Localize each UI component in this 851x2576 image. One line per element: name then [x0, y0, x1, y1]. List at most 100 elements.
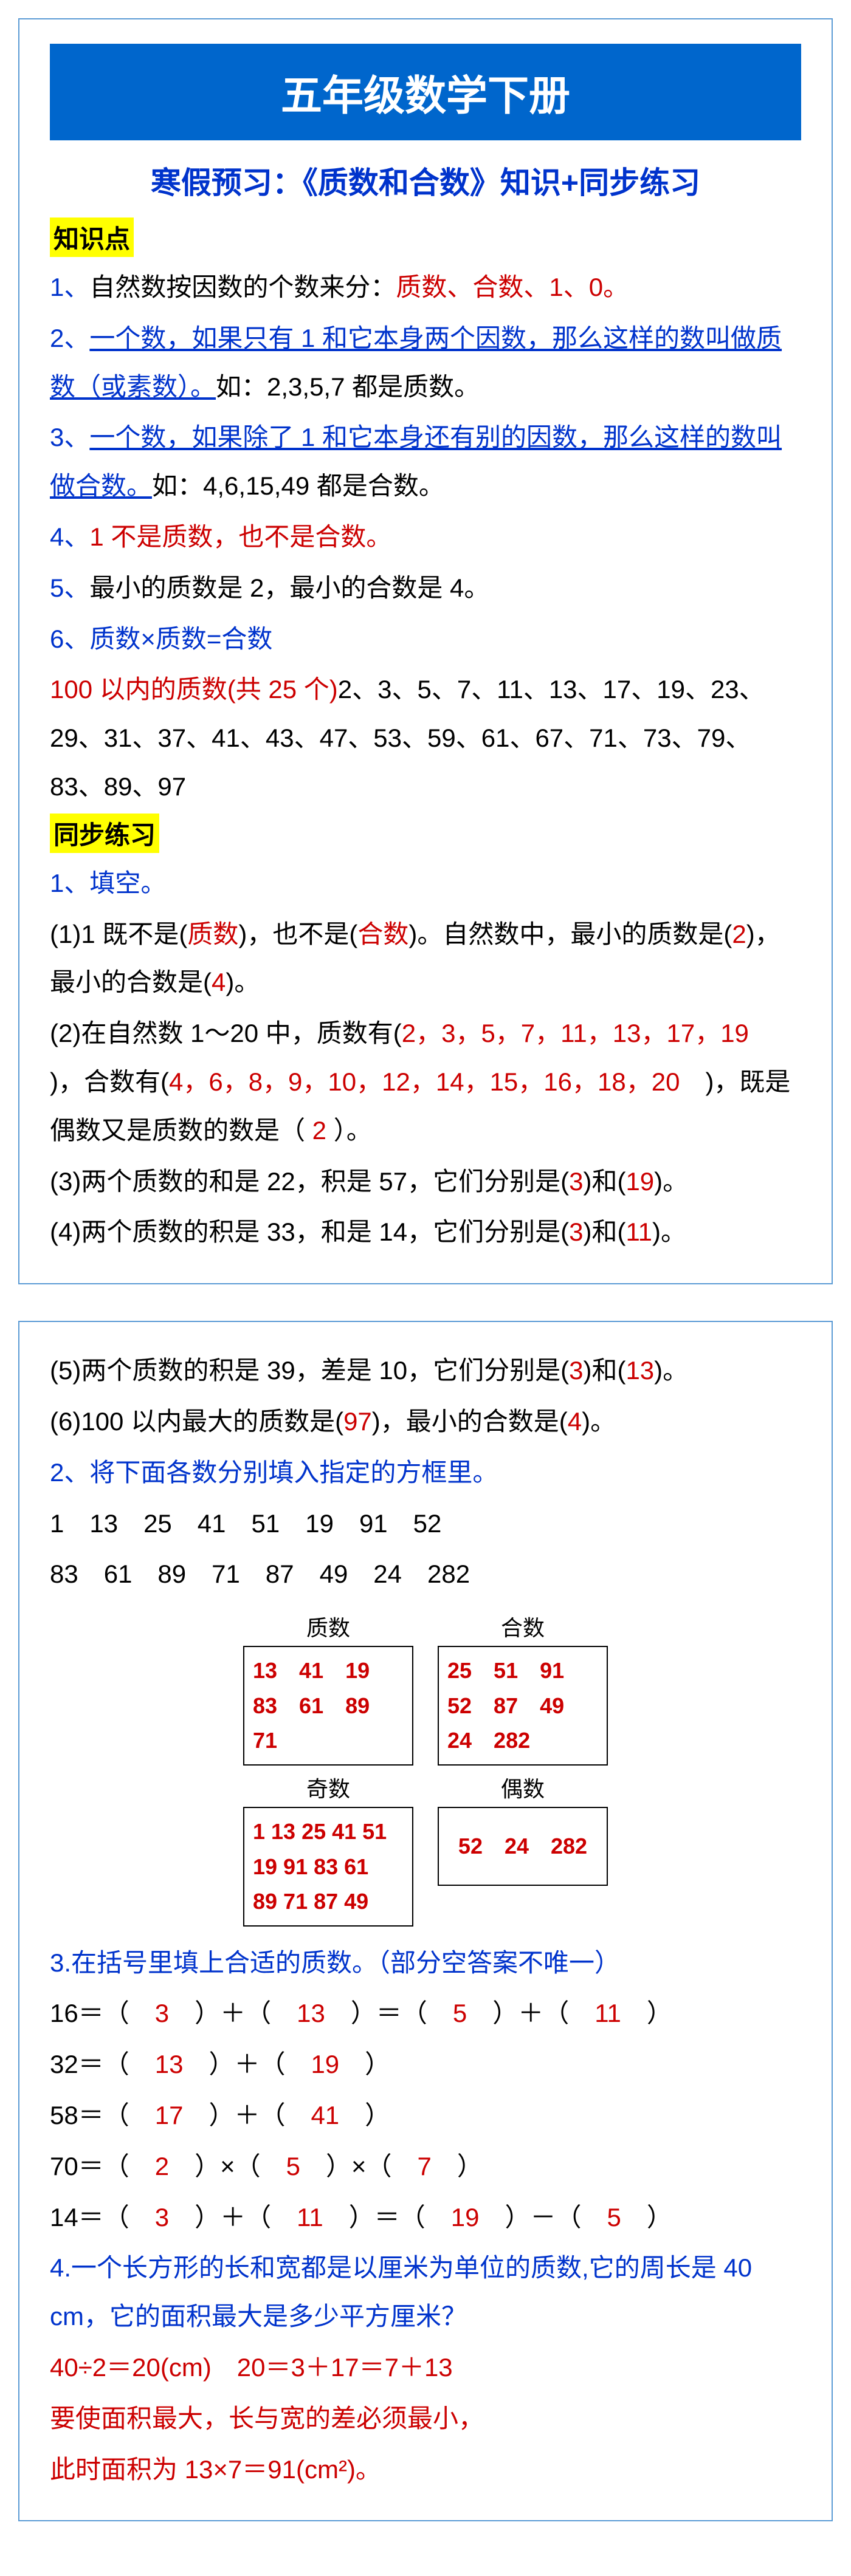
t: ） [621, 2203, 672, 2232]
a: 3 [569, 1167, 583, 1196]
a: 13 [625, 1356, 654, 1385]
t: (2)在自然数 1～20 中，质数有( [50, 1019, 402, 1047]
t: )和( [583, 1167, 625, 1196]
q2: (2)在自然数 1～20 中，质数有(2，3，5，7，11，13，17，19 )… [50, 1009, 801, 1154]
num: 5、 [50, 574, 89, 602]
q5: (5)两个质数的积是 39，差是 10，它们分别是(3)和(13)。 [50, 1346, 801, 1395]
a: 13 [297, 1999, 325, 2027]
t: 16＝（ [50, 1999, 155, 2027]
t: )和( [583, 1218, 625, 1246]
t: ）＝（ [325, 1999, 453, 2027]
a: 41 [311, 2101, 339, 2129]
a: 11 [297, 2203, 323, 2232]
a: 7 [418, 2152, 432, 2180]
a: 5 [453, 1999, 467, 2027]
t: (4)两个质数的积是 33，和是 14，它们分别是( [50, 1218, 569, 1246]
box-row-1: 质数 13 41 19 83 61 89 71 合数 25 51 91 52 8… [50, 1611, 801, 1766]
odd-col: 奇数 1 13 25 41 51 19 91 83 61 89 71 87 49 [243, 1772, 413, 1927]
t: )。 [654, 1167, 688, 1196]
num: 4、 [50, 522, 89, 551]
odd-label: 奇数 [306, 1772, 350, 1803]
even-values: 52 24 282 [458, 1829, 587, 1864]
text: 自然数按因数的个数来分： [89, 273, 396, 301]
a: 合数 [357, 920, 408, 948]
subtitle: 寒假预习：《质数和合数》知识+同步练习 [50, 159, 801, 202]
t: 70＝（ [50, 2152, 155, 2180]
a: 19 [451, 2203, 480, 2232]
page-1: 五年级数学下册 寒假预习：《质数和合数》知识+同步练习 知识点 1、自然数按因数… [18, 18, 833, 1284]
text: 最小的质数是 2，最小的合数是 4。 [89, 574, 489, 602]
prime-values: 13 41 19 83 61 89 71 [253, 1653, 370, 1758]
t: )。自然数中，最小的质数是( [408, 920, 732, 948]
t: ） [339, 2050, 390, 2078]
q6: (6)100 以内最大的质数是(97)，最小的合数是(4)。 [50, 1397, 801, 1446]
t: (1)1 既不是( [50, 920, 187, 948]
prime-col: 质数 13 41 19 83 61 89 71 [243, 1611, 413, 1766]
knowledge-1: 1、自然数按因数的个数来分：质数、合数、1、0。 [50, 263, 801, 312]
t: ）＝（ [323, 2203, 451, 2232]
prime-label: 质数 [306, 1611, 350, 1642]
t: )。 [226, 968, 260, 996]
number-row-1: 1 13 25 41 51 19 91 52 [50, 1499, 801, 1548]
a: 3 [569, 1218, 583, 1246]
comp-box: 25 51 91 52 87 49 24 282 [438, 1646, 608, 1766]
a: 19 [311, 2050, 339, 2078]
a: 2 [155, 2152, 169, 2180]
t: ）＋（ [169, 2203, 297, 2232]
a: 19 [625, 1167, 654, 1196]
text: 质数×质数=合数 [89, 625, 272, 653]
a: 4 [568, 1407, 582, 1436]
a: 3 [155, 2203, 169, 2232]
t: )和( [583, 1356, 625, 1385]
t: ） [339, 2101, 390, 2129]
title-banner: 五年级数学下册 [50, 44, 801, 140]
eq-70: 70＝（ 2 ）×（ 5 ）×（ 7 ） [50, 2142, 801, 2191]
page-2: (5)两个质数的积是 39，差是 10，它们分别是(3)和(13)。 (6)10… [18, 1321, 833, 2521]
a: 17 [155, 2101, 184, 2129]
num: 2、 [50, 324, 89, 352]
answer: 质数、合数、1、0。 [396, 273, 629, 301]
eq-58: 58＝（ 17 ）＋（ 41 ） [50, 2091, 801, 2140]
t: ）＋（ [467, 1999, 594, 2027]
eq-32: 32＝（ 13 ）＋（ 19 ） [50, 2040, 801, 2089]
a: 97 [343, 1407, 372, 1436]
t: )，合数有( [50, 1067, 169, 1096]
comp-label: 合数 [501, 1611, 545, 1642]
t: ）＋（ [183, 2101, 311, 2129]
solution-1: 40÷2＝20(cm) 20＝3＋17＝7＋13 [50, 2343, 801, 2392]
odd-box: 1 13 25 41 51 19 91 83 61 89 71 87 49 [243, 1807, 413, 1927]
t: )。 [652, 1218, 686, 1246]
a: 4 [212, 968, 226, 996]
solution-3: 此时面积为 13×7＝91(cm²)。 [50, 2445, 801, 2494]
t: ） [432, 2152, 483, 2180]
a: 13 [155, 2050, 184, 2078]
even-box: 52 24 282 [438, 1807, 608, 1886]
exercise-1-heading: 1、填空。 [50, 859, 801, 908]
a: 2 [305, 1116, 334, 1145]
knowledge-3: 3、一个数，如果除了 1 和它本身还有别的因数，那么这样的数叫做合数。如：4,6… [50, 413, 801, 510]
odd-values: 1 13 25 41 51 19 91 83 61 89 71 87 49 [253, 1814, 387, 1919]
primes-100: 100 以内的质数(共 25 个)2、3、5、7、11、13、17、19、23、… [50, 665, 801, 810]
example: 如：2,3,5,7 都是质数。 [216, 372, 480, 401]
t: ）＋（ [183, 2050, 311, 2078]
prime-box: 13 41 19 83 61 89 71 [243, 1646, 413, 1766]
knowledge-2: 2、一个数，如果只有 1 和它本身两个因数，那么这样的数叫做质数（或素数）。如：… [50, 314, 801, 411]
knowledge-6: 6、质数×质数=合数 [50, 615, 801, 663]
example: 如：4,6,15,49 都是合数。 [152, 471, 444, 500]
t: ） [621, 1999, 672, 2027]
t: ）＋（ [169, 1999, 297, 2027]
knowledge-5: 5、最小的质数是 2，最小的合数是 4。 [50, 564, 801, 612]
q3: (3)两个质数的和是 22，积是 57，它们分别是(3)和(19)。 [50, 1157, 801, 1206]
a: 2，3，5，7，11，13，17，19 [402, 1019, 774, 1047]
comp-values: 25 51 91 52 87 49 24 282 [447, 1653, 564, 1758]
exercise-4-heading: 4.一个长方形的长和宽都是以厘米为单位的质数,它的周长是 40 cm，它的面积最… [50, 2244, 801, 2341]
q4: (4)两个质数的积是 33，和是 14，它们分别是(3)和(11)。 [50, 1208, 801, 1256]
num: 6、 [50, 625, 89, 653]
box-row-2: 奇数 1 13 25 41 51 19 91 83 61 89 71 87 49… [50, 1772, 801, 1927]
a: 5 [286, 2152, 300, 2180]
a: 11 [594, 1999, 621, 2027]
t: ）×（ [300, 2152, 418, 2180]
t: ）。 [334, 1116, 372, 1145]
a: 质数 [187, 920, 238, 948]
a: 3 [569, 1356, 583, 1385]
